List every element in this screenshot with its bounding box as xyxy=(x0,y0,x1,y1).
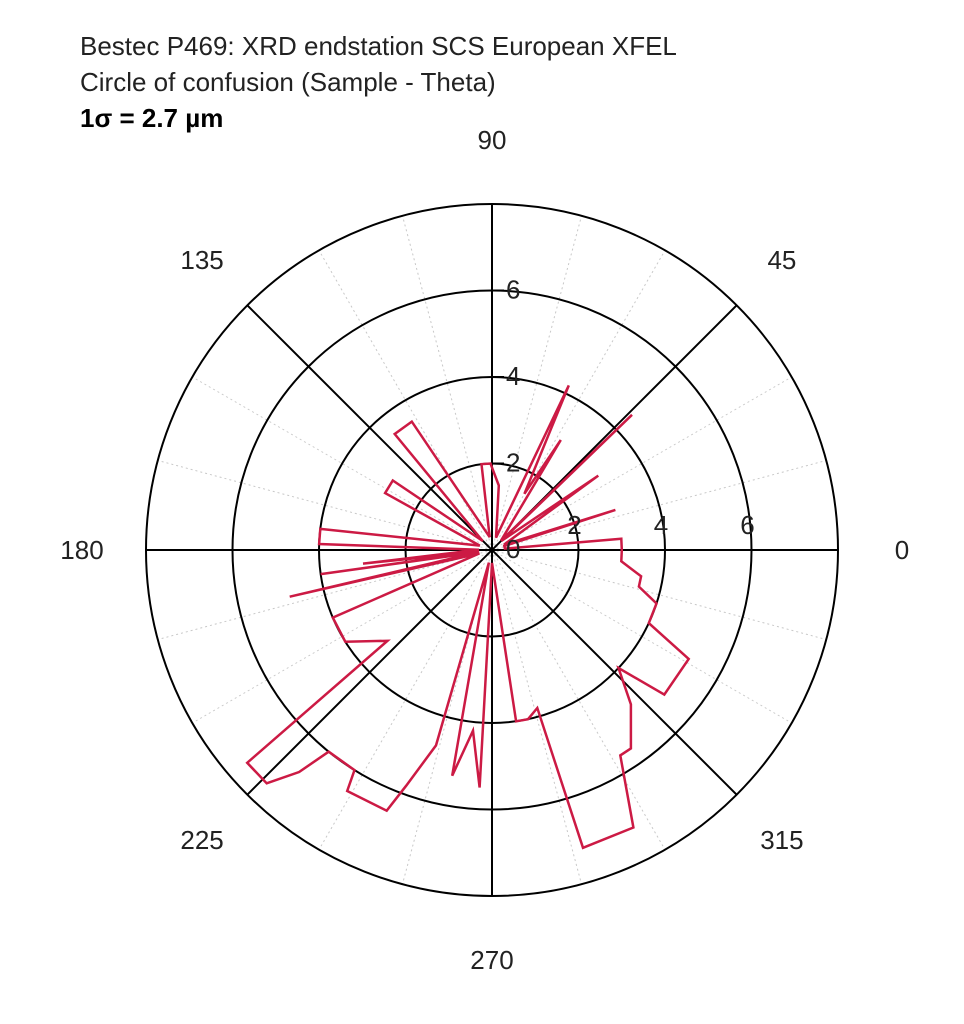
angle-tick-label: 135 xyxy=(180,245,223,275)
radial-tick-label-horizontal: 6 xyxy=(740,510,754,540)
angle-tick-label: 45 xyxy=(767,245,796,275)
polar-series xyxy=(245,384,691,850)
series-line xyxy=(245,384,691,850)
angle-tick-label: 180 xyxy=(60,535,103,565)
radial-tick-label-vertical: 6 xyxy=(506,275,520,305)
chart-title-line-1: Bestec P469: XRD endstation SCS European… xyxy=(80,31,677,61)
chart-title-line-2: Circle of confusion (Sample - Theta) xyxy=(80,67,496,97)
radial-tick-label-horizontal: 2 xyxy=(567,510,581,540)
radial-tick-label-vertical: 4 xyxy=(506,361,520,391)
radial-tick-label-vertical: 0 xyxy=(506,534,520,564)
chart-sigma-label: 1σ = 2.7 µm xyxy=(80,103,224,133)
angle-tick-label: 225 xyxy=(180,825,223,855)
angle-tick-label: 315 xyxy=(760,825,803,855)
angle-tick-label: 0 xyxy=(895,535,909,565)
radial-tick-label-horizontal: 4 xyxy=(654,510,668,540)
angle-tick-label: 90 xyxy=(478,125,507,155)
polar-axis-line xyxy=(246,304,738,796)
polar-axes xyxy=(145,203,839,897)
polar-labels: 0 45 90 135 180 225 270 315 0 2 4 6 2 4 6 xyxy=(60,125,909,975)
angle-tick-label: 270 xyxy=(470,945,513,975)
radial-tick-label-vertical: 2 xyxy=(506,448,520,478)
chart-title-block: Bestec P469: XRD endstation SCS European… xyxy=(80,28,677,136)
